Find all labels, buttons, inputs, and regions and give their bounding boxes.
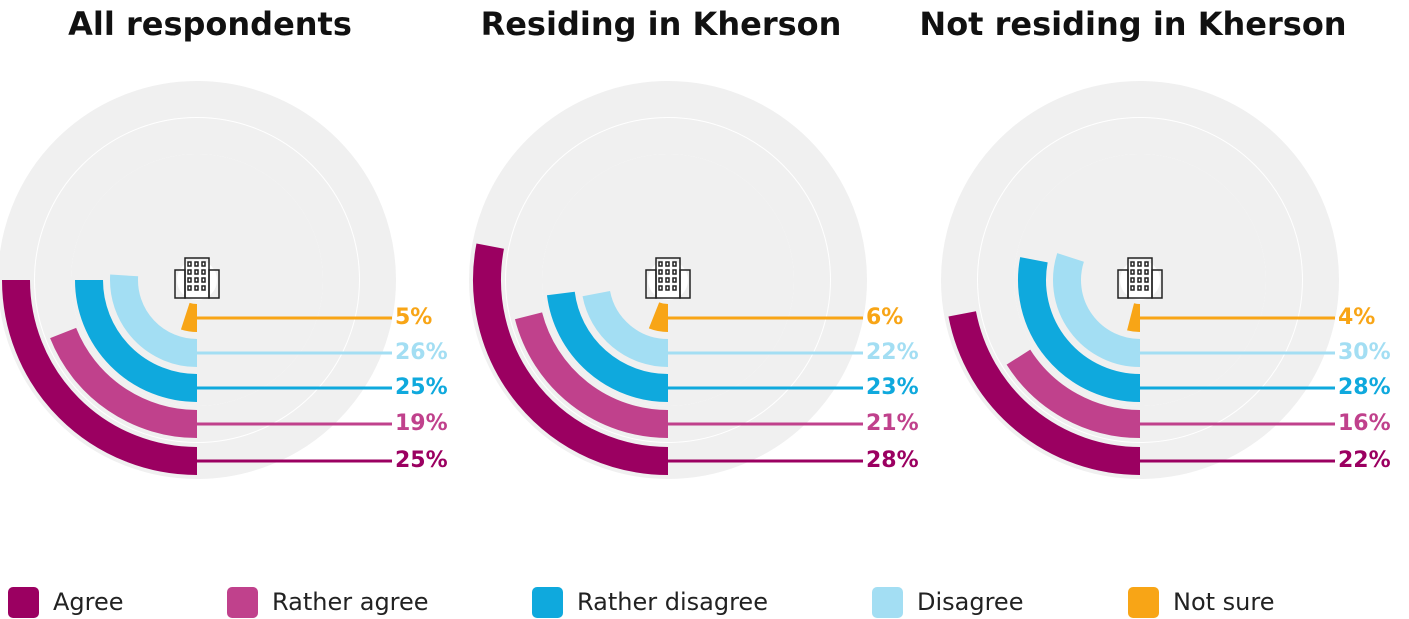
icon-window: [665, 285, 670, 291]
legend-label: Rather agree: [272, 588, 429, 616]
radial-bar: [2, 279, 198, 475]
radial-bar: [1053, 253, 1141, 367]
panel-title: Residing in Kherson: [481, 5, 842, 43]
radial-bar: [1018, 257, 1141, 402]
icon-window: [194, 269, 199, 275]
icon-window: [1130, 261, 1135, 267]
legend-label: Agree: [53, 588, 124, 616]
icon-window: [194, 285, 199, 291]
radial-bar: [514, 312, 669, 438]
icon-window: [1137, 277, 1142, 283]
icon-window: [201, 261, 206, 267]
icon-part: [679, 269, 691, 299]
radial-bar: [110, 274, 198, 367]
icon-window: [1137, 261, 1142, 267]
icon-window: [672, 285, 677, 291]
icon-window: [658, 277, 663, 283]
value-label: 16%: [1338, 411, 1391, 436]
radial-bar: [546, 291, 669, 402]
icon-window: [1137, 285, 1142, 291]
icon-window: [1130, 277, 1135, 283]
legend-swatch: [872, 587, 903, 618]
radial-bar: [180, 302, 198, 332]
legend-label: Rather disagree: [577, 588, 768, 616]
value-label: 22%: [866, 340, 919, 365]
value-label: 26%: [395, 340, 448, 365]
value-label: 23%: [866, 375, 919, 400]
radial-bar: [582, 290, 669, 367]
legend-label: Not sure: [1173, 588, 1275, 616]
panel-title: All respondents: [68, 5, 352, 43]
icon-window: [201, 269, 206, 275]
legend-swatch: [8, 587, 39, 618]
radial-bar: [948, 311, 1141, 475]
icon-window: [1130, 269, 1135, 275]
radial-bar: [648, 302, 669, 332]
icon-window: [665, 269, 670, 275]
radial-bar: [50, 327, 198, 438]
panel-title: Not residing in Kherson: [919, 5, 1346, 43]
value-label: 21%: [866, 411, 919, 436]
legend-label: Disagree: [917, 588, 1023, 616]
icon-window: [194, 277, 199, 283]
building-icon: [1117, 257, 1163, 299]
icon-window: [658, 261, 663, 267]
value-label: 25%: [395, 448, 448, 473]
icon-part: [1117, 269, 1129, 299]
icon-window: [187, 285, 192, 291]
ring-track: [1084, 224, 1196, 336]
icon-window: [658, 285, 663, 291]
value-label: 5%: [395, 305, 432, 330]
icon-part: [1151, 269, 1163, 299]
value-label: 28%: [866, 448, 919, 473]
icon-window: [194, 261, 199, 267]
icon-window: [665, 277, 670, 283]
ring-track: [141, 224, 253, 336]
value-label: 19%: [395, 411, 448, 436]
icon-part: [174, 269, 186, 299]
value-label: 25%: [395, 375, 448, 400]
icon-window: [201, 285, 206, 291]
icon-window: [187, 261, 192, 267]
value-label: 28%: [1338, 375, 1391, 400]
icon-part: [645, 269, 657, 299]
icon-window: [672, 277, 677, 283]
icon-window: [187, 277, 192, 283]
icon-window: [201, 277, 206, 283]
building-icon: [645, 257, 691, 299]
icon-part: [208, 269, 220, 299]
radial-bar: [1006, 349, 1141, 438]
radial-bar: [473, 243, 669, 475]
value-label: 30%: [1338, 340, 1391, 365]
icon-window: [672, 269, 677, 275]
icon-window: [658, 269, 663, 275]
value-label: 6%: [866, 305, 903, 330]
icon-window: [1144, 269, 1149, 275]
radial-bar: [1127, 303, 1141, 332]
legend-swatch: [1128, 587, 1159, 618]
icon-window: [1137, 269, 1142, 275]
icon-window: [1144, 285, 1149, 291]
building-icon: [174, 257, 220, 299]
icon-window: [1130, 285, 1135, 291]
value-label: 22%: [1338, 448, 1391, 473]
icon-window: [665, 261, 670, 267]
radial-bar: [75, 279, 198, 402]
icon-window: [187, 269, 192, 275]
legend-swatch: [532, 587, 563, 618]
icon-window: [1144, 261, 1149, 267]
icon-window: [672, 261, 677, 267]
icon-window: [1144, 277, 1149, 283]
value-label: 4%: [1338, 305, 1375, 330]
legend-swatch: [227, 587, 258, 618]
